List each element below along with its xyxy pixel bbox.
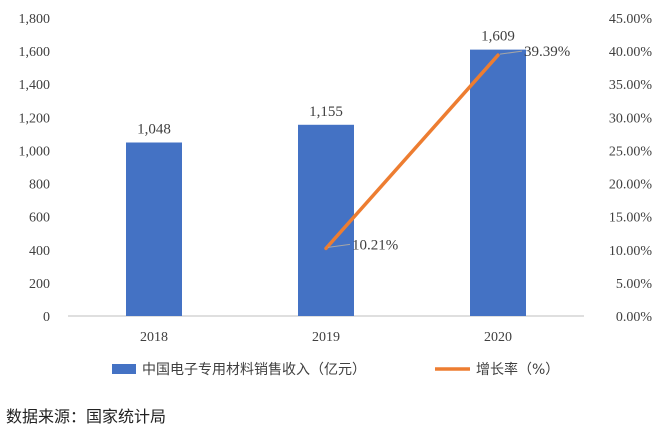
line-value-label: 39.39% (524, 44, 570, 60)
left-tick-label: 0 (43, 310, 50, 325)
chart: 0 200 400 600 800 1,000 1,200 1,400 1,600 1,800 0… (19, 12, 653, 378)
right-tick-label: 15.00% (609, 211, 653, 226)
x-tick-label: 2019 (312, 330, 340, 345)
right-tick-label: 10.00% (609, 244, 653, 259)
left-tick-label: 800 (29, 178, 50, 193)
left-tick-label: 1,800 (19, 12, 51, 27)
line-value-label: 10.21% (352, 237, 398, 253)
x-axis-ticks: 2018 2019 2020 (140, 330, 512, 345)
legend-bar-swatch (112, 364, 136, 374)
legend-line-label: 增长率（%） (476, 361, 559, 378)
left-tick-label: 1,600 (19, 45, 51, 60)
bar-value-label: 1,155 (309, 104, 343, 120)
right-tick-label: 35.00% (609, 78, 653, 93)
growth-line (324, 53, 500, 251)
left-tick-label: 1,000 (19, 144, 51, 159)
bar-value-label: 1,048 (137, 121, 171, 137)
right-tick-label: 40.00% (609, 45, 653, 60)
left-tick-label: 1,400 (19, 78, 51, 93)
bar (126, 142, 182, 316)
right-tick-label: 20.00% (609, 178, 653, 193)
bar-value-label: 1,609 (481, 29, 515, 45)
right-tick-label: 0.00% (616, 310, 653, 325)
data-labels: 1,048 1,155 1,609 10.21% 39.39% (137, 29, 570, 254)
label-leader (499, 50, 523, 55)
right-tick-label: 45.00% (609, 12, 653, 27)
bar (298, 124, 354, 317)
legend: 中国电子专用材料销售收入（亿元） 增长率（%） (112, 361, 559, 378)
right-tick-label: 5.00% (616, 277, 653, 292)
left-tick-label: 200 (29, 277, 50, 292)
legend-bar-label: 中国电子专用材料销售收入（亿元） (142, 362, 366, 378)
right-axis-ticks: 0.00% 5.00% 10.00% 15.00% 20.00% 25.00% 30.00%… (609, 12, 653, 325)
left-tick-label: 400 (29, 244, 50, 259)
growth-line-path (324, 53, 500, 251)
bars (126, 49, 526, 317)
source-note: 数据来源：国家统计局 (6, 407, 167, 426)
x-tick-label: 2018 (140, 330, 168, 345)
left-axis-ticks: 0 200 400 600 800 1,000 1,200 1,400 1,600 1,800 (19, 12, 51, 325)
x-tick-label: 2020 (484, 330, 512, 345)
right-tick-label: 25.00% (609, 144, 653, 159)
label-leader (327, 243, 351, 248)
bar (470, 49, 526, 316)
left-tick-label: 600 (29, 211, 50, 226)
right-tick-label: 30.00% (609, 111, 653, 126)
left-tick-label: 1,200 (19, 111, 51, 126)
